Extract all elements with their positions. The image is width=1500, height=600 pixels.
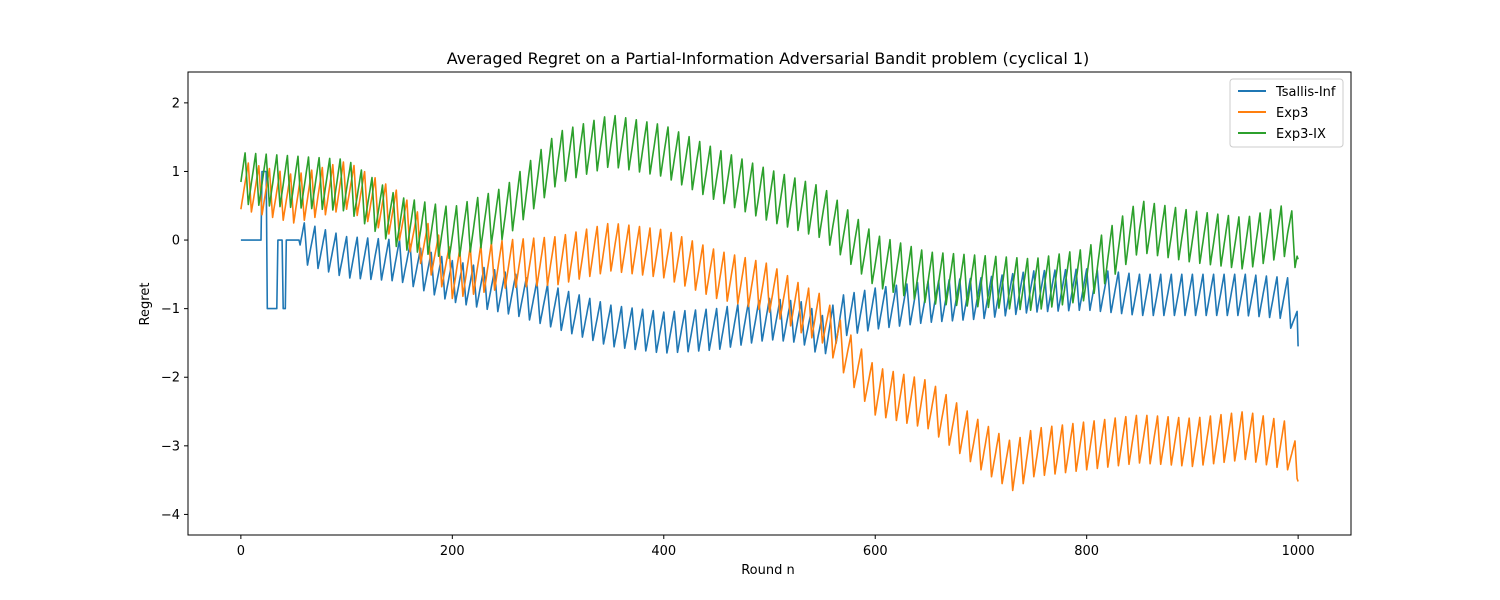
y-axis: −4 −3 −2 −1 0 1 2 bbox=[161, 96, 188, 523]
y-tick-label: 2 bbox=[172, 96, 180, 111]
y-axis-label: Regret bbox=[138, 283, 153, 326]
y-tick-label: −2 bbox=[161, 371, 180, 386]
x-tick-label: 400 bbox=[651, 544, 676, 559]
x-axis-label: Round n bbox=[741, 563, 795, 578]
legend-label: Exp3-IX bbox=[1276, 127, 1326, 142]
series-line-tsallis-inf bbox=[240, 170, 1299, 355]
series-line-exp3 bbox=[240, 161, 1299, 492]
x-tick-label: 200 bbox=[440, 544, 465, 559]
legend-label: Exp3 bbox=[1276, 106, 1308, 121]
y-tick-label: −1 bbox=[161, 302, 180, 317]
chart-title: Averaged Regret on a Partial-Information… bbox=[447, 49, 1090, 68]
y-tick-label: 0 bbox=[172, 234, 180, 249]
x-tick-label: 800 bbox=[1074, 544, 1099, 559]
y-tick-label: −4 bbox=[161, 508, 180, 523]
legend: Tsallis-Inf Exp3 Exp3-IX bbox=[1229, 78, 1344, 148]
series-line-exp3-ix bbox=[240, 114, 1299, 312]
legend-box bbox=[1229, 78, 1344, 148]
x-tick-label: 0 bbox=[237, 544, 245, 559]
y-tick-label: −3 bbox=[161, 439, 180, 454]
x-axis: 0 200 400 600 800 1000 bbox=[237, 535, 1315, 559]
legend-label: Tsallis-Inf bbox=[1275, 85, 1336, 100]
y-tick-label: 1 bbox=[172, 165, 180, 180]
plot-frame bbox=[187, 71, 1352, 536]
x-tick-label: 600 bbox=[863, 544, 888, 559]
plot-lines bbox=[240, 114, 1299, 492]
x-tick-label: 1000 bbox=[1282, 544, 1315, 559]
